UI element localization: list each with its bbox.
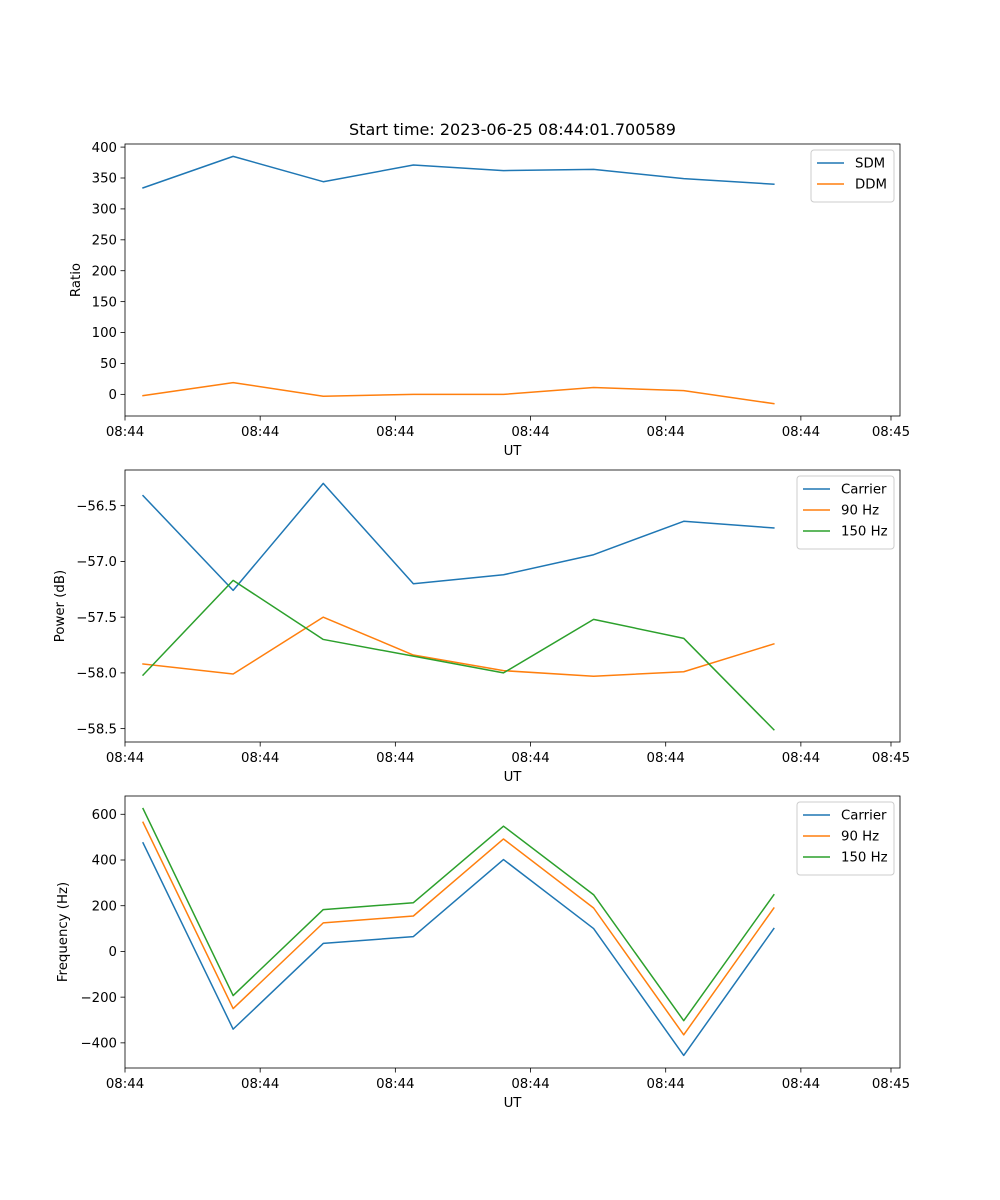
y-tick-label: 400 [92,854,117,869]
legend: Carrier 90 Hz 150 Hz [796,475,895,550]
axes-frame [124,143,901,417]
x-tick-label: 08:44 [511,751,549,766]
y-tick-label: 200 [92,899,117,914]
x-axis-label: UT [504,444,523,459]
x-tick-label: 08:45 [872,1077,910,1092]
y-tick-label: −58.0 [76,667,117,682]
series-line-carrier [142,841,775,1057]
legend-label: Carrier [841,809,887,824]
legend-label: DDM [855,178,887,193]
y-tick-label: 100 [92,326,117,341]
y-tick-label: −58.5 [76,722,117,737]
y-tick-label: −57.5 [76,611,117,626]
y-tick-label: 50 [100,357,117,372]
y-axis-label: Ratio [69,263,84,297]
y-tick-label: 350 [92,172,117,187]
y-tick-label: 0 [109,945,117,960]
axes-frame [124,795,901,1069]
legend: SDM DDM [810,149,895,203]
series-line-150-hz [142,807,775,1022]
y-tick-label: −56.5 [76,499,117,514]
chart-panel-2: 08:44 08:44 08:44 08:44 08:44 08:44 08:45 −58.5… [53,469,910,785]
legend-label: 150 Hz [841,525,888,540]
x-tick-label: 08:44 [106,425,144,440]
x-tick-label: 08:44 [782,1077,820,1092]
x-tick-label: 08:45 [872,425,910,440]
series-line-90-hz [142,616,775,677]
x-tick-label: 08:44 [241,751,279,766]
y-axis-label: Power (dB) [53,570,68,642]
legend-label: SDM [855,157,885,172]
series-line-90-hz [142,821,775,1036]
y-tick-label: 600 [92,808,117,823]
x-axis-label: UT [504,1096,523,1111]
y-tick-label: −400 [80,1037,117,1052]
y-tick-label: 300 [92,203,117,218]
series-line-sdm [142,155,775,189]
x-tick-label: 08:44 [782,751,820,766]
x-tick-label: 08:44 [241,425,279,440]
series-line-ddm [142,381,775,405]
y-tick-label: 250 [92,234,117,249]
legend-label: 90 Hz [841,504,879,519]
x-tick-label: 08:44 [511,1077,549,1092]
series-line-carrier [141,482,775,592]
x-tick-label: 08:44 [376,1077,414,1092]
axes-frame [124,469,901,743]
x-tick-label: 08:45 [872,751,910,766]
series-line-150-hz [141,579,775,731]
y-tick-label: 400 [92,141,117,156]
legend-label: 150 Hz [841,851,888,866]
x-tick-label: 08:44 [511,425,549,440]
x-tick-label: 08:44 [782,425,820,440]
x-tick-label: 08:44 [376,425,414,440]
x-tick-label: 08:44 [647,751,685,766]
x-tick-label: 08:44 [647,1077,685,1092]
chart-title: Start time: 2023-06-25 08:44:01.700589 [349,120,676,139]
x-tick-label: 08:44 [376,751,414,766]
y-tick-label: 0 [109,388,117,403]
x-tick-label: 08:44 [106,751,144,766]
x-tick-label: 08:44 [241,1077,279,1092]
x-axis-label: UT [504,770,523,785]
legend: Carrier 90 Hz 150 Hz [796,801,895,876]
legend-label: Carrier [841,483,887,498]
chart-panel-3: 08:44 08:44 08:44 08:44 08:44 08:44 08:45 −400 −… [56,795,910,1111]
chart-panel-1: Start time: 2023-06-25 08:44:01.700589 08… [69,120,910,459]
y-tick-label: −200 [80,991,117,1006]
y-tick-label: −57.0 [76,555,117,570]
legend-label: 90 Hz [841,830,879,845]
x-tick-label: 08:44 [647,425,685,440]
y-axis-label: Frequency (Hz) [56,882,71,982]
y-tick-label: 200 [92,264,117,279]
y-tick-label: 150 [92,295,117,310]
x-tick-label: 08:44 [106,1077,144,1092]
